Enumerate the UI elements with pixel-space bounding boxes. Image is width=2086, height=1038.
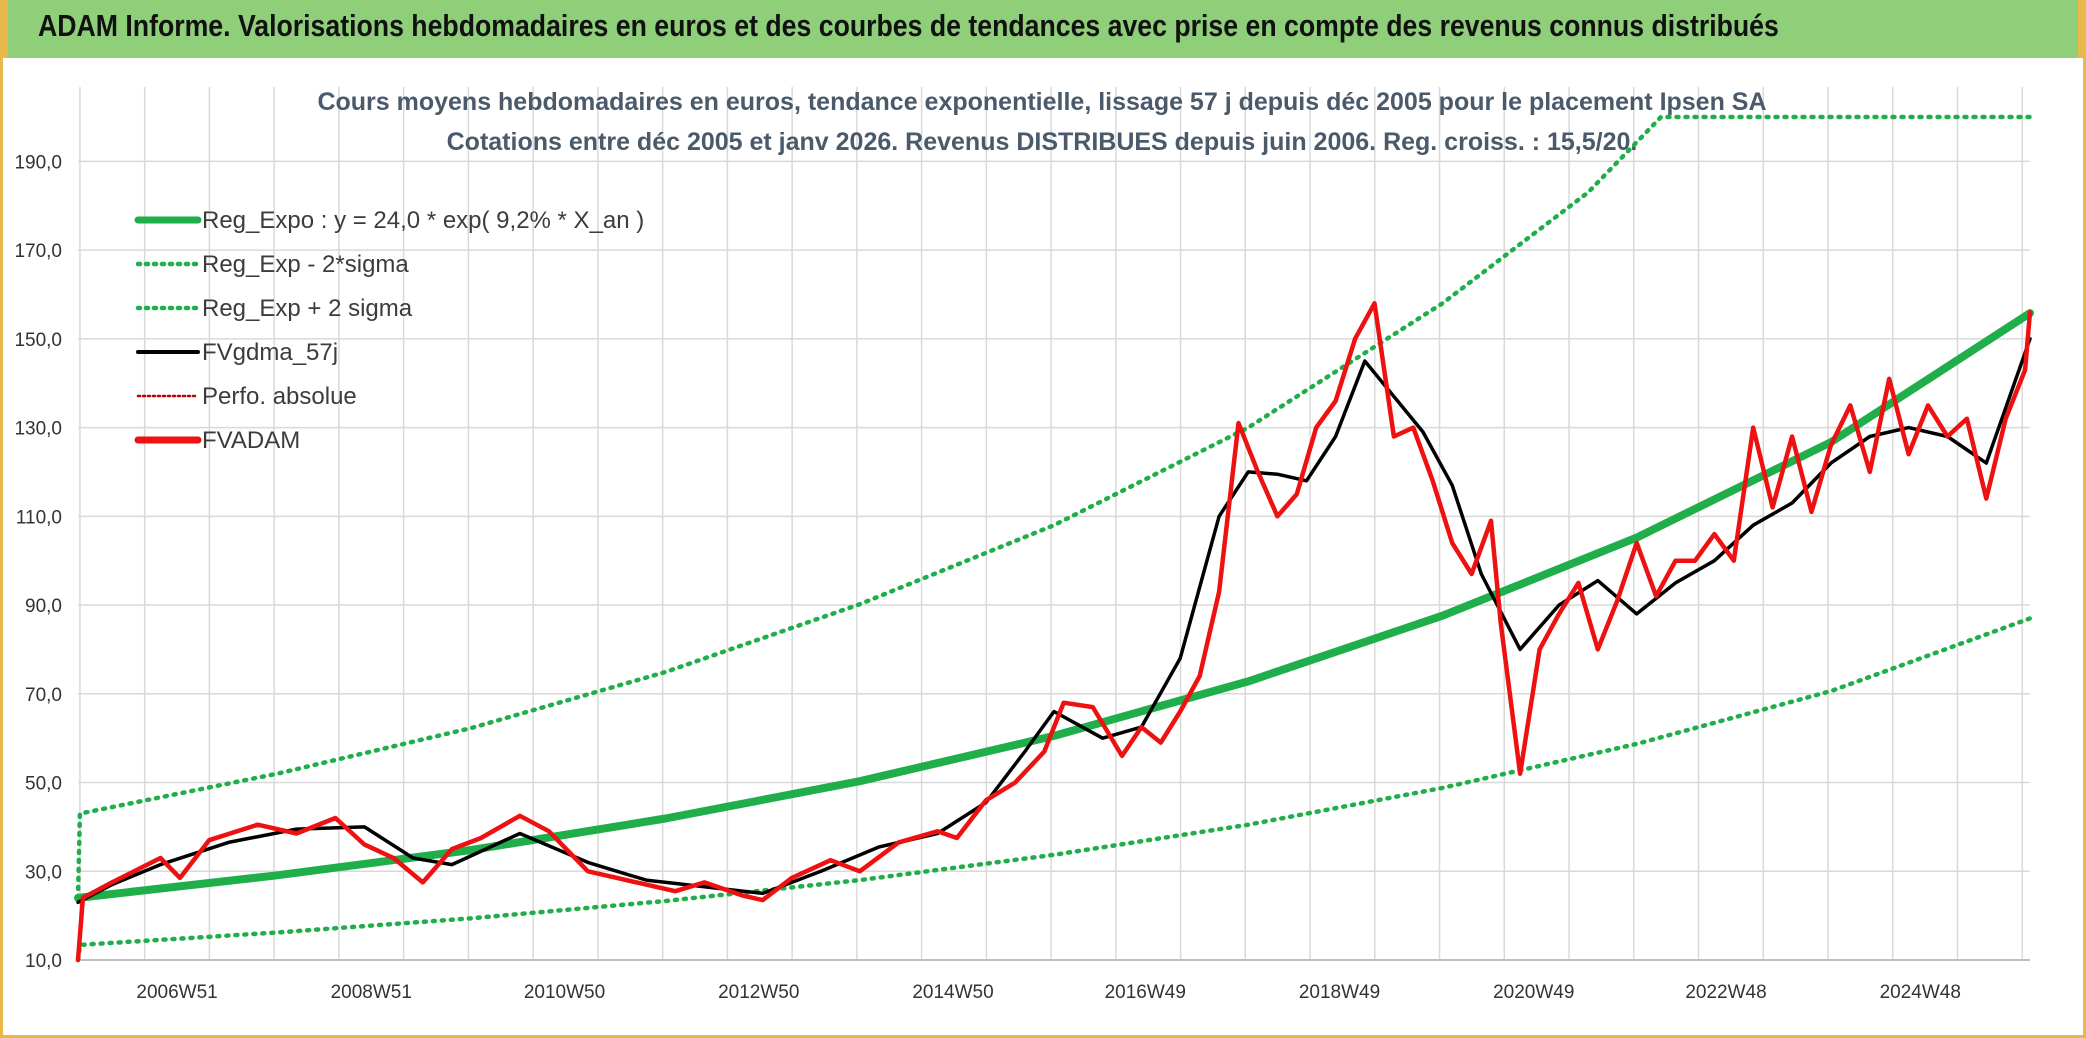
series-fvgdma-57j xyxy=(76,337,2032,905)
legend-label: Reg_Expo : y = 24,0 * exp( 9,2% * X_an ) xyxy=(202,207,644,234)
x-tick-label: 2010W50 xyxy=(524,982,605,1003)
x-tick-label: 2016W49 xyxy=(1105,982,1186,1003)
grid xyxy=(78,87,2030,961)
x-tick-label: 2014W50 xyxy=(912,982,993,1003)
legend-label: FVgdma_57j xyxy=(202,339,338,366)
x-axis: 2006W51 2008W51 2010W50 2012W50 2014W50 2016W… xyxy=(136,982,1961,1003)
y-tick-label: 90,0 xyxy=(25,596,62,617)
plot-area xyxy=(74,114,2034,963)
y-tick-label: 170,0 xyxy=(14,241,62,262)
series-fvadam xyxy=(75,301,2033,963)
legend-label: Perfo. absolue xyxy=(202,383,357,410)
x-tick-label: 2022W48 xyxy=(1685,982,1766,1003)
banner-title: ADAM Informe. Valorisations hebdomadaire… xyxy=(38,8,1779,43)
y-tick-label: 150,0 xyxy=(14,330,62,351)
x-tick-label: 2012W50 xyxy=(718,982,799,1003)
chart-title-line1: Cours moyens hebdomadaires en euros, ten… xyxy=(317,88,1766,116)
x-tick-label: 2020W49 xyxy=(1493,982,1574,1003)
y-tick-label: 70,0 xyxy=(25,685,62,706)
series-reg-exp-plus-2sigma xyxy=(75,114,2033,901)
x-tick-label: 2008W51 xyxy=(331,982,412,1003)
y-tick-label: 190,0 xyxy=(14,152,62,173)
legend: Reg_Expo : y = 24,0 * exp( 9,2% * X_an )… xyxy=(134,207,644,454)
legend-label: Reg_Exp + 2 sigma xyxy=(202,295,413,322)
chart-title-line2: Cotations entre déc 2005 et janv 2026. R… xyxy=(447,128,1638,156)
legend-label: FVADAM xyxy=(202,427,300,454)
y-tick-label: 110,0 xyxy=(16,507,62,528)
y-tick-label: 10,0 xyxy=(25,951,62,972)
y-axis: 10,0 30,0 50,0 70,0 90,0 110,0 130,0 150,0 170,0… xyxy=(14,152,62,972)
y-tick-label: 130,0 xyxy=(14,419,62,440)
report-banner: ADAM Informe. Valorisations hebdomadaire… xyxy=(0,0,2086,58)
x-tick-label: 2018W49 xyxy=(1299,982,1380,1003)
x-tick-label: 2006W51 xyxy=(136,982,217,1003)
legend-label: Reg_Exp - 2*sigma xyxy=(202,251,409,278)
series-reg-exp-minus-2sigma xyxy=(75,616,2033,963)
x-tick-label: 2024W48 xyxy=(1880,982,1961,1003)
y-tick-label: 50,0 xyxy=(25,774,62,795)
series-reg-expo xyxy=(74,309,2034,902)
y-tick-label: 30,0 xyxy=(25,862,62,883)
